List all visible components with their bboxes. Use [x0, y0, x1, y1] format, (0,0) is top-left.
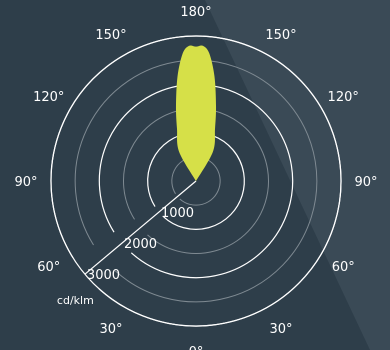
ring-3000 [50, 35, 342, 327]
series-layer [175, 45, 217, 182]
ring-label-1000: 1000 [161, 206, 194, 221]
ring-label-3000: 3000 [87, 268, 120, 283]
ring-1000 [147, 132, 245, 230]
labels-layer: 1000 2000 3000 cd/klm 180° 150° 150° 120° 120° 90… [14, 5, 377, 350]
angle-label-7: 60° [332, 260, 355, 275]
rings-layer [50, 35, 342, 327]
angle-label-6: 90° [14, 175, 37, 190]
background-light-region [205, 0, 390, 350]
angle-label-0: 180° [180, 5, 211, 20]
ring-2500 [74, 59, 318, 303]
ring-2000 [98, 83, 294, 279]
ring-500 [171, 156, 221, 206]
angle-label-1: 150° [265, 28, 296, 43]
angle-label-2: 150° [95, 28, 126, 43]
intensity-curve-0 [175, 45, 217, 182]
angle-label-5: 90° [354, 175, 377, 190]
angle-label-11: 0° [189, 345, 204, 350]
ring-1500 [123, 108, 269, 254]
angle-label-9: 30° [269, 322, 292, 337]
angle-label-10: 30° [99, 322, 122, 337]
angle-label-8: 60° [37, 260, 60, 275]
angle-label-4: 120° [33, 90, 64, 105]
radial-axis-line [84, 180, 197, 275]
angle-label-3: 120° [328, 90, 359, 105]
unit-label: cd/klm [57, 294, 94, 307]
ring-label-2000: 2000 [124, 237, 157, 252]
